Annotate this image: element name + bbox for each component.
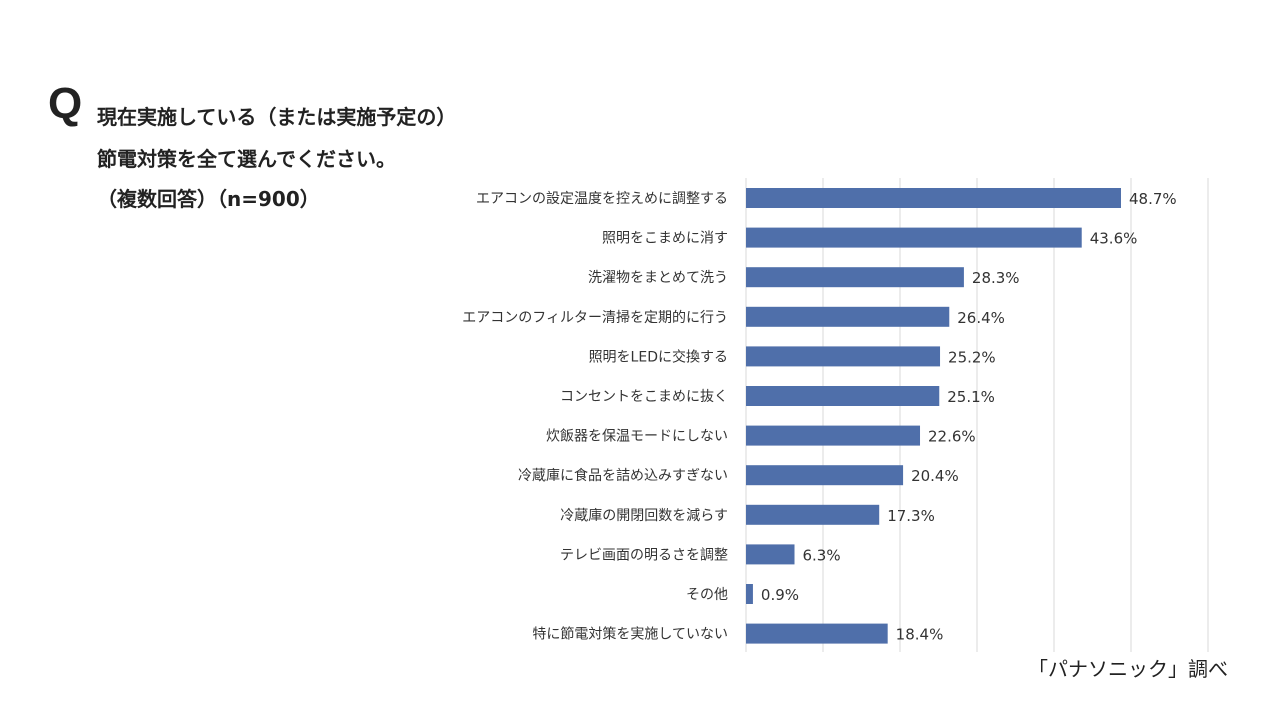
bar (746, 346, 941, 367)
bar (746, 386, 940, 406)
category-label: テレビ画面の明るさを調整 (560, 547, 728, 563)
bar (746, 584, 753, 604)
category-label: エアコンの設定温度を控えめに調整する (476, 191, 728, 207)
category-label: 炊飯器を保温モードにしない (546, 428, 728, 445)
bar (746, 504, 880, 525)
data-label: 17.3% (887, 507, 935, 525)
data-label: 18.4% (896, 626, 944, 644)
question-mark: Q (48, 79, 83, 128)
bar (746, 425, 921, 446)
bar (746, 227, 1082, 248)
bar (746, 623, 888, 644)
question-text-line-3: （複数回答）（n=900） (97, 187, 320, 211)
category-label: 冷蔵庫の開閉回数を減らす (560, 507, 728, 524)
bar (746, 188, 1121, 208)
category-label: 冷蔵庫に食品を詰め込みすぎない (518, 467, 728, 484)
category-label: 洗濯物をまとめて洗う (588, 270, 728, 286)
category-label: 照明をこまめに消す (602, 231, 728, 247)
data-label: 25.2% (948, 348, 996, 366)
data-label: 22.6% (928, 428, 976, 446)
category-label: エアコンのフィルター清掃を定期的に行う (462, 309, 728, 326)
category-label: その他 (686, 587, 728, 603)
bar (746, 267, 964, 288)
data-label: 28.3% (972, 269, 1020, 287)
question-text-line-2: 節電対策を全て選んでください。 (97, 147, 396, 171)
data-label: 48.7% (1129, 190, 1177, 208)
category-label: 特に節電対策を実施していない (532, 626, 728, 643)
data-label: 20.4% (911, 467, 959, 485)
data-label: 43.6% (1090, 230, 1138, 248)
bar (746, 465, 904, 486)
source-note: 「パナソニック」調べ (1028, 657, 1228, 681)
bar (746, 544, 795, 565)
data-label: 26.4% (957, 309, 1005, 327)
category-label: コンセントをこまめに抜く (560, 389, 728, 405)
data-label: 0.9% (761, 586, 799, 604)
data-label: 25.1% (947, 388, 995, 406)
data-label: 6.3% (803, 546, 841, 564)
category-label: 照明をLEDに交換する (589, 348, 728, 365)
bar (746, 306, 950, 327)
question-text-line-1: 現在実施している（または実施予定の） (97, 105, 457, 129)
